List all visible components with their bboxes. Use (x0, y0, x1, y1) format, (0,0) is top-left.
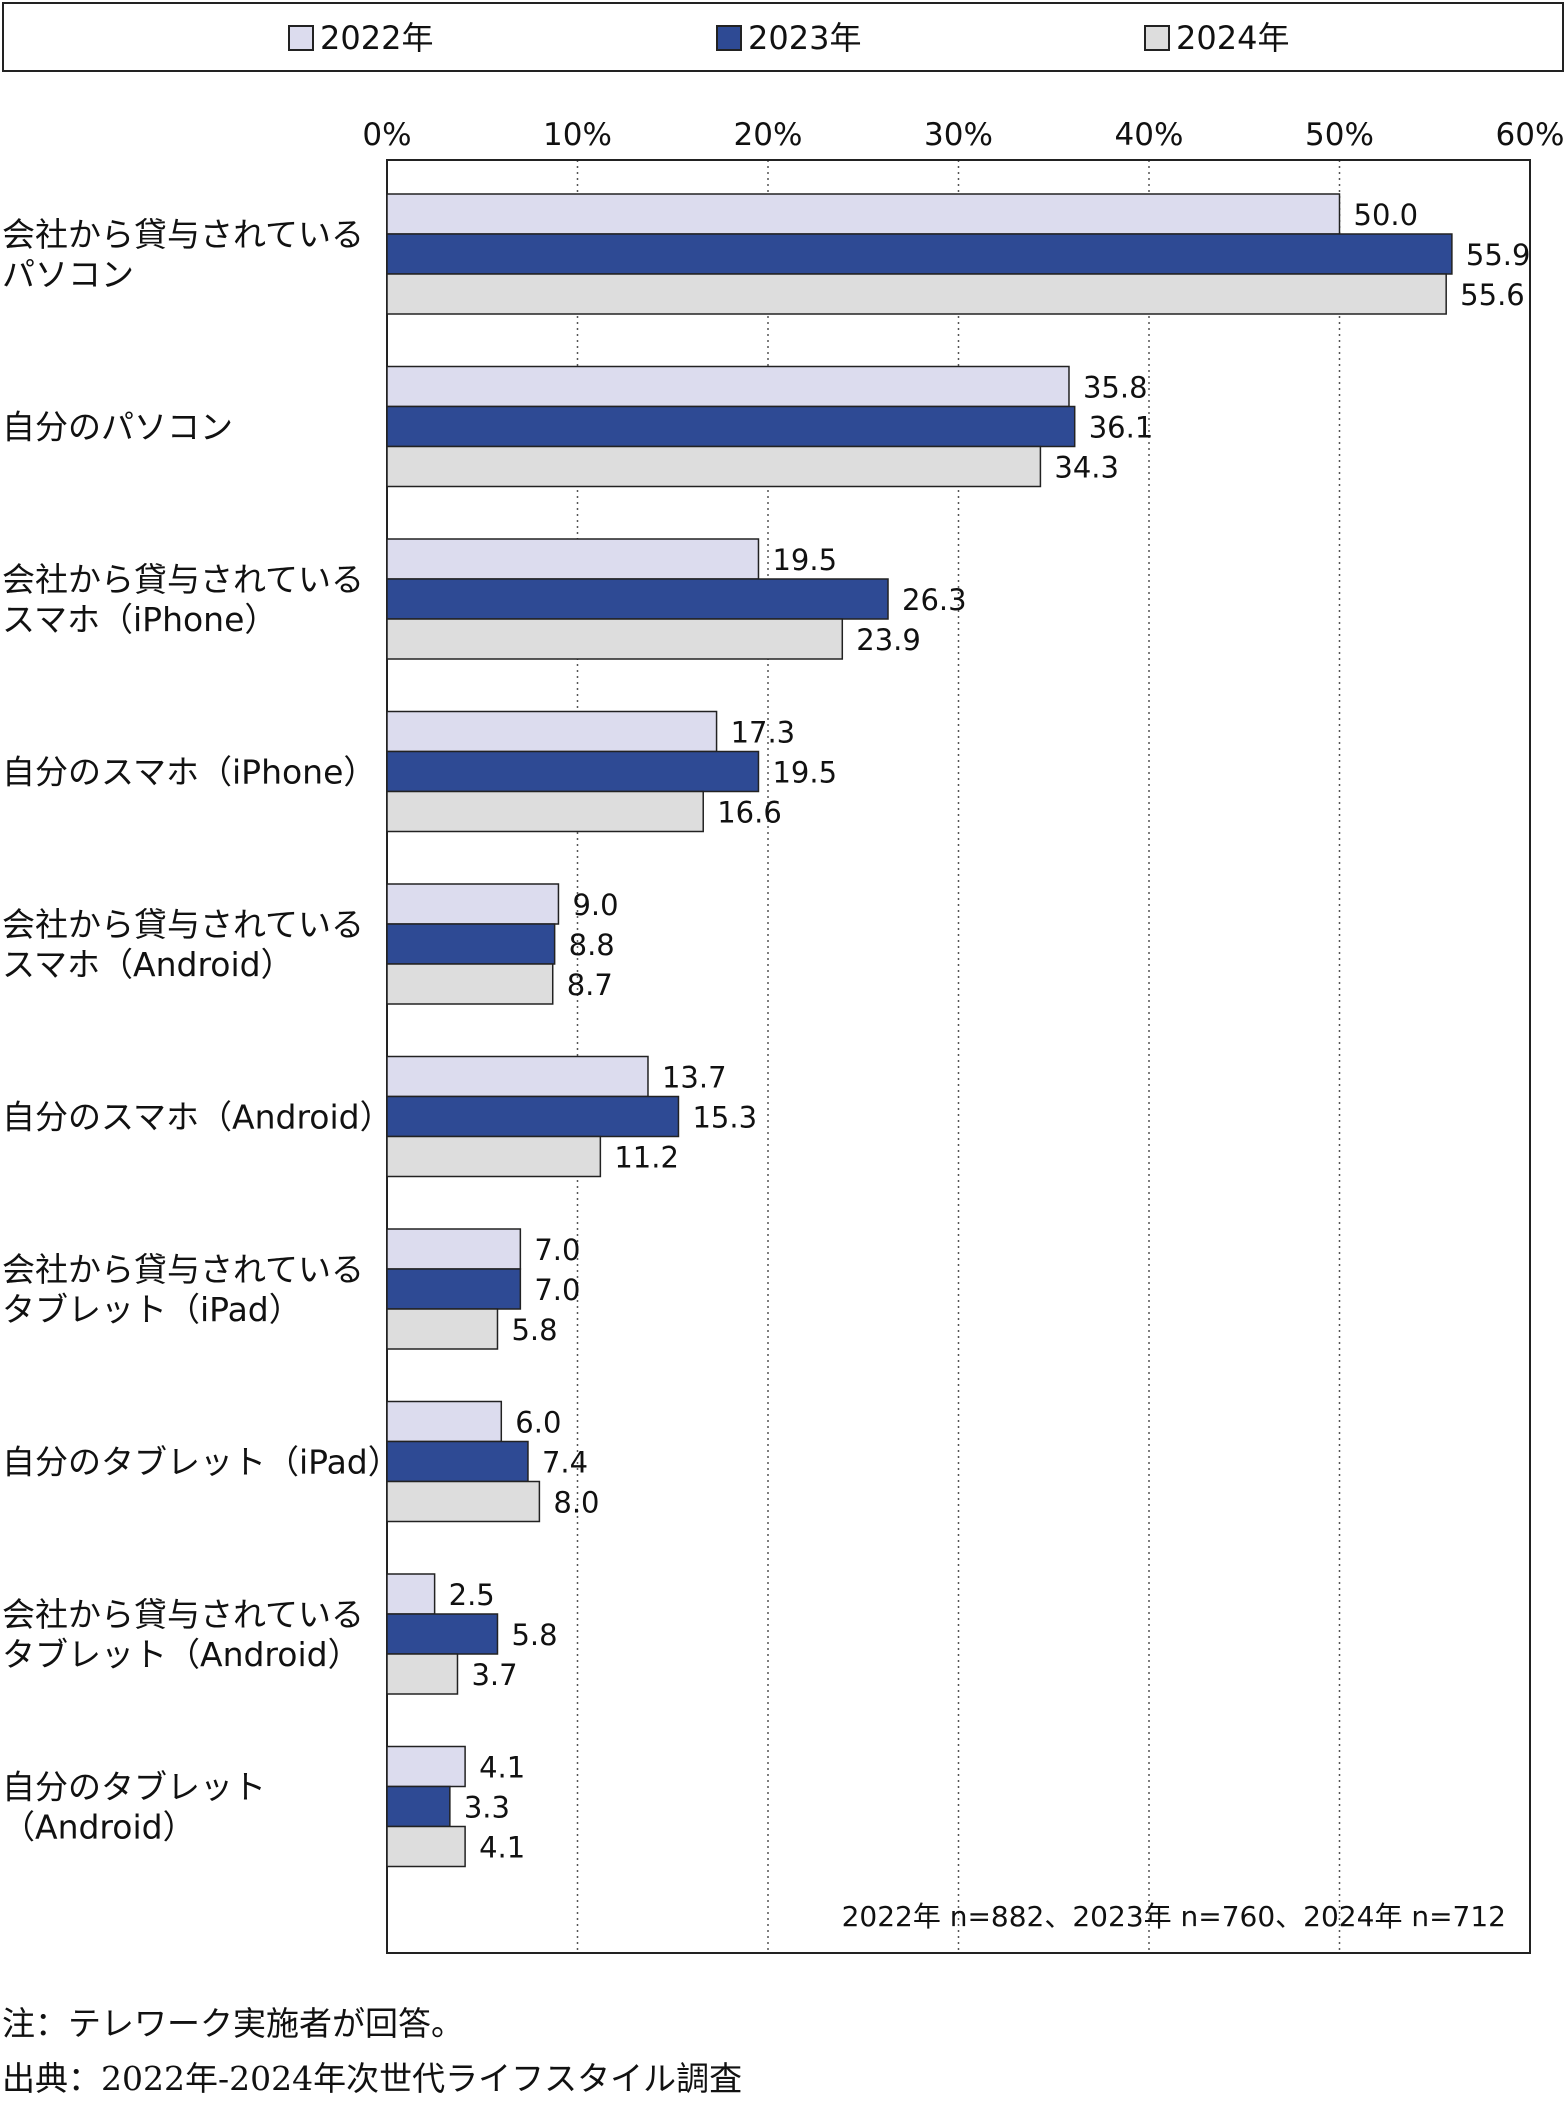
x-tick-label: 40% (1115, 117, 1184, 153)
x-tick-label: 10% (543, 117, 612, 153)
category-label: 会社から貸与されている (2, 905, 364, 944)
bar (386, 578, 889, 620)
data-label: 5.8 (511, 1313, 557, 1347)
category-label: タブレット（iPad） (2, 1290, 302, 1329)
bar (386, 963, 554, 1005)
bar (386, 710, 718, 753)
category-label: 会社から貸与されている (2, 1595, 364, 1634)
data-label: 35.8 (1083, 371, 1148, 405)
bar (386, 1268, 522, 1310)
bar (386, 1228, 522, 1270)
bar (386, 1653, 459, 1695)
category-label: 会社から貸与されている (2, 560, 364, 599)
x-tick-label: 0% (362, 117, 411, 153)
bar (386, 1135, 602, 1178)
sample-size-note: 2022年 n=882、2023年 n=760、2024年 n=712 (841, 1900, 1506, 1933)
data-label: 4.1 (479, 1751, 525, 1785)
bar (386, 1825, 466, 1868)
legend-item-2023: 2023年 (716, 18, 861, 58)
data-label: 3.7 (471, 1658, 517, 1692)
x-tick-label: 50% (1305, 117, 1374, 153)
data-label: 2.5 (449, 1578, 495, 1612)
bar (386, 923, 556, 965)
category-label: 自分のスマホ（iPhone） (2, 753, 376, 792)
bar (386, 1745, 466, 1788)
data-label: 7.0 (534, 1233, 580, 1267)
legend-label-2022: 2022年 (320, 19, 434, 57)
data-label: 26.3 (902, 583, 967, 617)
legend-label-2023: 2023年 (748, 19, 862, 57)
category-label: （Android） (2, 1808, 196, 1847)
bar (386, 790, 704, 833)
legend-swatch-2022 (288, 25, 314, 51)
bar (386, 1573, 436, 1615)
data-label: 8.8 (569, 928, 615, 962)
data-label: 19.5 (772, 543, 837, 577)
footnote-note: 注：テレワーク実施者が回答。 (2, 2004, 464, 2043)
data-label: 19.5 (772, 756, 837, 790)
bar (386, 445, 1042, 488)
data-label: 36.1 (1089, 411, 1154, 445)
category-label: 会社から貸与されている (2, 1250, 364, 1289)
bar-chart: 0% 10% 20% 30% 40% 50% 60% 50.0 55.9 55.6 会社から貸与され… (2, 117, 1565, 1954)
bar (386, 365, 1070, 408)
data-label: 23.9 (856, 623, 921, 657)
data-label: 50.0 (1354, 198, 1419, 232)
data-label: 34.3 (1054, 451, 1119, 485)
bar (386, 273, 1447, 315)
category-label: 自分のタブレット（iPad） (2, 1443, 401, 1482)
bar (386, 750, 760, 793)
footnote-source: 出典：2022年-2024年次世代ライフスタイル調査 (2, 2059, 743, 2098)
data-label: 55.9 (1466, 238, 1531, 272)
bar (386, 193, 1341, 235)
legend: 2022年 2023年 2024年 (2, 2, 1564, 72)
data-label: 13.7 (662, 1061, 727, 1095)
x-tick-label: 20% (734, 117, 803, 153)
bar (386, 618, 844, 660)
category-label: 自分のスマホ（Android） (2, 1098, 393, 1137)
data-label: 7.0 (534, 1273, 580, 1307)
data-label: 7.4 (542, 1446, 588, 1480)
category-label: スマホ（iPhone） (2, 600, 277, 639)
data-label: 17.3 (731, 716, 796, 750)
bar (386, 1440, 529, 1483)
x-tick-label: 30% (924, 117, 993, 153)
bar (386, 1480, 541, 1523)
data-label: 3.3 (464, 1791, 510, 1825)
data-label: 55.6 (1460, 278, 1525, 312)
bar (386, 1785, 451, 1828)
bar (386, 883, 560, 925)
data-label: 16.6 (717, 796, 782, 830)
legend-item-2022: 2022年 (288, 18, 433, 58)
category-label: 自分のパソコン (2, 408, 233, 447)
bar (386, 1613, 499, 1655)
bar (386, 1055, 649, 1098)
category-label: 会社から貸与されている (2, 215, 364, 254)
data-label: 9.0 (572, 888, 618, 922)
data-label: 15.3 (692, 1101, 757, 1135)
legend-item-2024: 2024年 (1144, 18, 1289, 58)
legend-swatch-2024 (1144, 25, 1170, 51)
data-label: 8.0 (553, 1486, 599, 1520)
bar (386, 1308, 499, 1350)
bar (386, 1400, 503, 1443)
data-label: 5.8 (511, 1618, 557, 1652)
data-label: 6.0 (515, 1406, 561, 1440)
category-label: タブレット（Android） (2, 1635, 361, 1674)
data-label: 11.2 (614, 1141, 679, 1175)
data-label: 8.7 (567, 968, 613, 1002)
legend-swatch-2023 (716, 25, 742, 51)
legend-label-2024: 2024年 (1176, 19, 1290, 57)
category-label: スマホ（Android） (2, 945, 294, 984)
bar (386, 405, 1076, 448)
bar (386, 538, 760, 580)
bar (386, 1095, 680, 1138)
bar (386, 233, 1453, 275)
data-label: 4.1 (479, 1831, 525, 1865)
x-tick-label: 60% (1496, 117, 1565, 153)
category-label: パソコン (2, 255, 134, 294)
category-label: 自分のタブレット (2, 1768, 266, 1807)
